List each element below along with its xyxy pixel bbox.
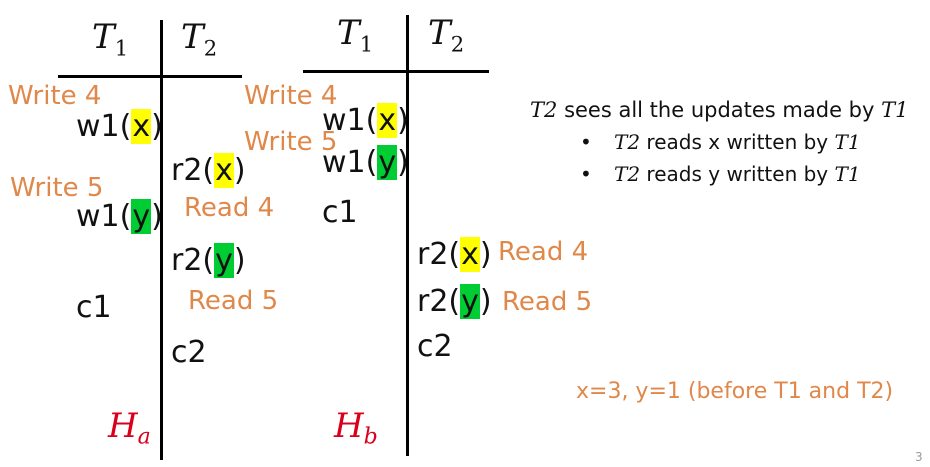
op-r2y: r2(y) [417, 284, 492, 319]
initial-values-note: x=3, y=1 (before T1 and T2) [576, 379, 894, 404]
history-label-b: Hb [334, 406, 378, 450]
op-r2x: r2(x) [417, 237, 492, 272]
annotation-read5: Read 5 [188, 286, 279, 316]
op-w1y: w1(y) [322, 145, 409, 180]
annotation-write4: Write 4 [244, 81, 338, 111]
op-c2: c2 [417, 329, 453, 364]
description-title: T2 sees all the updates made by T1 [530, 98, 909, 122]
op-r2y: r2(y) [171, 243, 246, 278]
op-w1x: w1(x) [76, 109, 163, 144]
annotation-write5: Write 5 [10, 173, 104, 203]
annotation-read4: Read 4 [184, 193, 275, 223]
timeline-vertical [160, 20, 163, 460]
op-w1x: w1(x) [322, 103, 409, 138]
op-w1y: w1(y) [76, 199, 163, 234]
timeline-horizontal [58, 75, 242, 78]
description-bullet-2: • T2 reads y written by T1 [580, 162, 861, 186]
timeline-vertical [406, 15, 409, 456]
op-c1: c1 [322, 195, 358, 230]
op-r2x: r2(x) [171, 153, 246, 188]
header-t1: T1 [92, 17, 129, 61]
annotation-write5: Write 5 [244, 127, 338, 157]
annotation-read5: Read 5 [502, 287, 593, 317]
annotation-write4: Write 4 [8, 81, 102, 111]
op-c2: c2 [171, 335, 207, 370]
timeline-horizontal [303, 70, 489, 73]
header-t2: T2 [181, 17, 218, 61]
page-number: 3 [915, 450, 923, 464]
description-bullet-1: • T2 reads x written by T1 [580, 130, 861, 154]
header-t2: T2 [428, 13, 465, 57]
annotation-read4: Read 4 [498, 237, 589, 267]
history-label-a: Ha [108, 406, 151, 450]
header-t1: T1 [337, 13, 374, 57]
op-c1: c1 [76, 290, 112, 325]
